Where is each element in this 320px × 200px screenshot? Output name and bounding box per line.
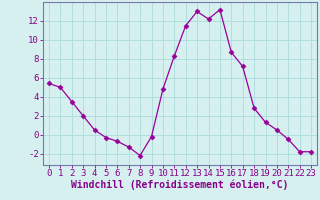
X-axis label: Windchill (Refroidissement éolien,°C): Windchill (Refroidissement éolien,°C)	[71, 180, 289, 190]
